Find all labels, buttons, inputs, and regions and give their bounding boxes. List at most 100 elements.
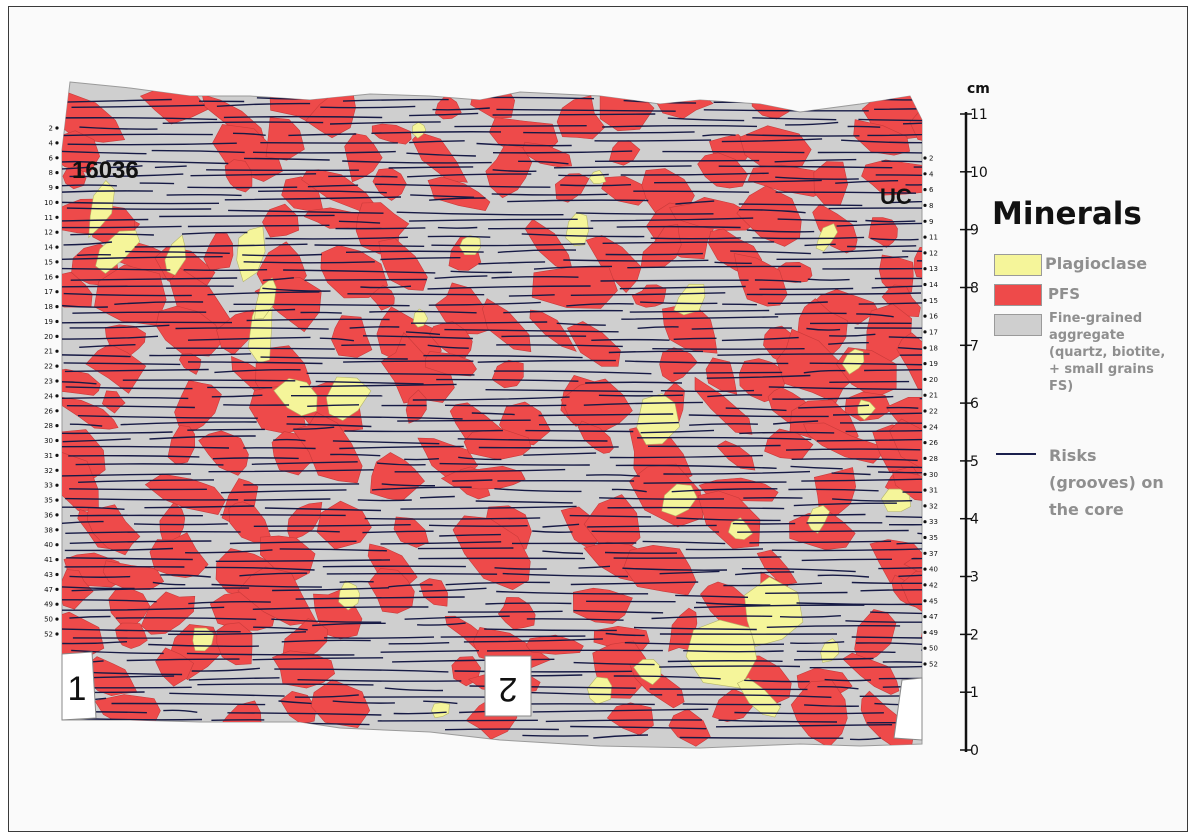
edge-marker-dot <box>923 552 926 555</box>
groove-line <box>599 395 683 396</box>
edge-marker-dot <box>55 305 58 308</box>
edge-marker-dot <box>55 513 58 516</box>
groove-line <box>501 336 586 337</box>
edge-marker-dot <box>923 251 926 254</box>
groove-line <box>378 720 538 721</box>
edge-marker-number: 16 <box>44 273 53 281</box>
pfs-grain <box>910 94 960 143</box>
edge-marker-dot <box>923 299 926 302</box>
edge-marker-dot <box>923 204 926 207</box>
edge-marker-number: 10 <box>44 199 53 207</box>
edge-marker-dot <box>923 394 926 397</box>
edge-marker-number: 19 <box>44 318 53 326</box>
edge-marker-dot <box>923 346 926 349</box>
edge-marker-number: 21 <box>929 392 938 400</box>
groove-line <box>243 448 315 449</box>
groove-line <box>445 405 566 406</box>
edge-marker-dot <box>923 647 926 650</box>
legend-item-risks: Risks (grooves) on the core <box>1049 442 1164 523</box>
groove-line <box>167 195 242 196</box>
edge-marker-number: 11 <box>929 234 938 242</box>
edge-marker-dot <box>55 126 58 129</box>
groove-line <box>57 286 234 287</box>
edge-marker-dot <box>923 583 926 586</box>
edge-marker-number: 6 <box>49 154 54 162</box>
groove-line <box>69 489 207 490</box>
groove-line <box>867 467 1046 468</box>
edge-marker-number: 50 <box>929 645 938 653</box>
edge-marker-number: 14 <box>44 244 53 252</box>
groove-line <box>340 582 374 583</box>
edge-marker-number: 52 <box>44 631 53 639</box>
edge-marker-dot <box>55 499 58 502</box>
legend-item-fine-grained-aggregate: Fine-grained aggregate (quartz, biotite,… <box>994 310 1165 395</box>
edge-marker-dot <box>923 473 926 476</box>
groove-line <box>55 322 232 323</box>
edge-marker-number: 9 <box>929 218 933 226</box>
legend-label-plagioclase: Plagioclase <box>1045 254 1147 274</box>
groove-line <box>929 510 1008 511</box>
edge-marker-dot <box>55 409 58 412</box>
edge-marker-number: 8 <box>929 202 933 210</box>
edge-marker-dot <box>55 603 58 606</box>
edge-marker-number: 20 <box>929 376 938 384</box>
groove-line <box>829 382 909 383</box>
groove-line <box>878 472 968 473</box>
groove-line <box>875 278 1044 279</box>
edge-marker-number: 19 <box>929 360 938 368</box>
groove-line <box>591 340 669 341</box>
legend-item-plagioclase: Plagioclase <box>994 254 1147 276</box>
edge-marker-number: 32 <box>44 467 53 475</box>
groove-line <box>897 543 930 544</box>
edge-marker-dot <box>55 141 58 144</box>
edge-marker-dot <box>923 662 926 665</box>
edge-marker-number: 45 <box>929 597 938 605</box>
groove-line <box>187 429 265 430</box>
edge-marker-number: 43 <box>44 571 53 579</box>
edge-marker-dot <box>923 568 926 571</box>
groove-line <box>595 140 712 141</box>
edge-marker-number: 11 <box>44 214 53 222</box>
edge-marker-dot <box>55 156 58 159</box>
edge-marker-dot <box>923 441 926 444</box>
groove-line <box>686 549 763 550</box>
edge-marker-dot <box>923 489 926 492</box>
edge-marker-number: 49 <box>44 601 53 609</box>
edge-marker-number: 23 <box>44 378 53 386</box>
edge-marker-number: 35 <box>44 497 53 505</box>
edge-marker-dot <box>55 335 58 338</box>
groove-line <box>177 730 294 732</box>
edge-marker-number: 14 <box>929 281 938 289</box>
edge-marker-number: 28 <box>929 455 938 463</box>
groove-line <box>765 593 847 594</box>
corner-label: UC <box>880 184 912 209</box>
edge-marker-number: 4 <box>49 139 54 147</box>
aggregate-swatch <box>994 314 1042 336</box>
groove-line <box>134 524 228 525</box>
groove-line <box>242 737 395 738</box>
groove-line <box>479 447 619 448</box>
edge-marker-dot <box>55 290 58 293</box>
edge-marker-number: 2 <box>929 155 933 163</box>
right-edge-markers: 2468911121314151617181920212224262830313… <box>923 155 938 669</box>
edge-marker-number: 18 <box>44 303 53 311</box>
edge-marker-dot <box>923 457 926 460</box>
edge-marker-number: 38 <box>44 526 53 534</box>
edge-marker-number: 26 <box>44 407 53 415</box>
groove-line <box>920 398 964 399</box>
edge-marker-dot <box>923 536 926 539</box>
groove-line <box>592 531 720 532</box>
edge-marker-number: 30 <box>929 471 938 479</box>
edge-marker-dot <box>55 543 58 546</box>
edge-marker-number: 17 <box>44 288 53 296</box>
edge-marker-dot <box>55 260 58 263</box>
edge-marker-number: 37 <box>929 550 938 558</box>
edge-marker-dot <box>923 378 926 381</box>
svg-text:1: 1 <box>68 670 87 708</box>
edge-marker-number: 49 <box>929 629 938 637</box>
groove-line <box>448 611 563 612</box>
legend-item-pfs: PFS <box>994 284 1080 306</box>
edge-marker-number: 36 <box>44 511 53 519</box>
groove-line <box>673 372 782 373</box>
